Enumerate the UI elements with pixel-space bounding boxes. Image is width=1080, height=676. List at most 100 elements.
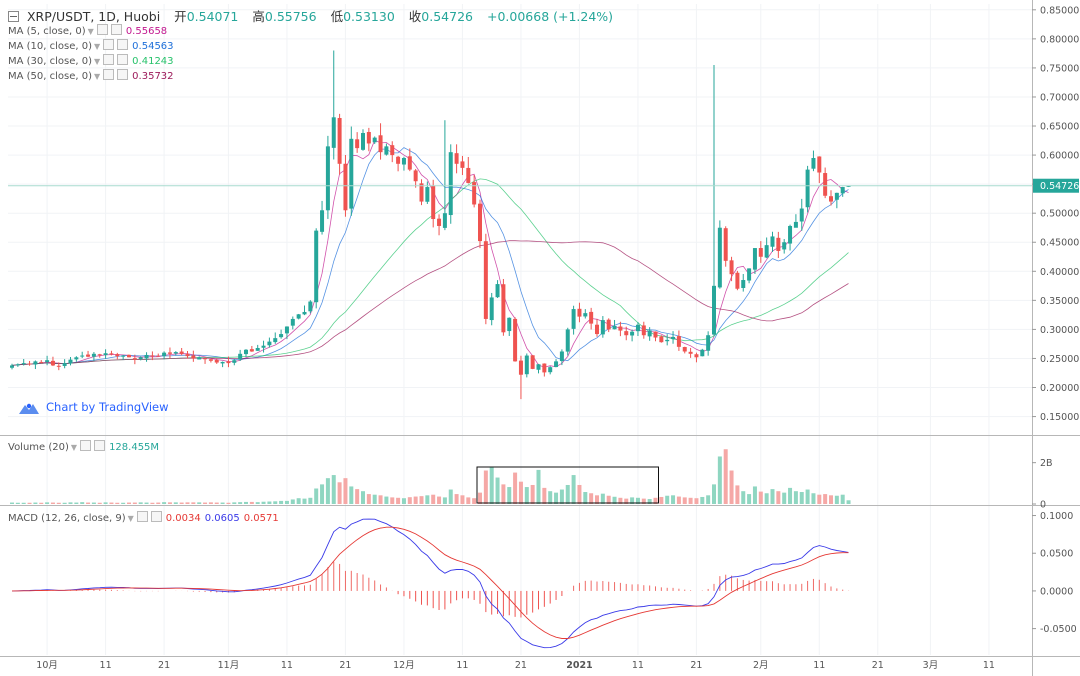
volume-bar[interactable] xyxy=(583,492,588,504)
volume-bar[interactable] xyxy=(793,491,798,504)
candle[interactable] xyxy=(577,302,582,323)
volume-bar[interactable] xyxy=(39,502,44,504)
candle[interactable] xyxy=(530,355,535,370)
volume-bar[interactable] xyxy=(624,498,629,504)
volume-bar[interactable] xyxy=(156,502,161,504)
volume-bar[interactable] xyxy=(729,470,734,504)
candle[interactable] xyxy=(513,317,518,362)
candle[interactable] xyxy=(50,356,55,367)
volume-bar[interactable] xyxy=(214,502,219,504)
candle[interactable] xyxy=(618,321,623,337)
candle[interactable] xyxy=(723,226,728,267)
volume-bar[interactable] xyxy=(349,486,354,504)
candle[interactable] xyxy=(805,165,810,213)
volume-bar[interactable] xyxy=(226,502,231,504)
candle[interactable] xyxy=(138,356,143,361)
candle[interactable] xyxy=(232,359,237,366)
candle[interactable] xyxy=(279,329,284,339)
volume-bar[interactable] xyxy=(167,502,172,504)
candle[interactable] xyxy=(635,322,640,337)
volume-bar[interactable] xyxy=(805,489,810,504)
candle[interactable] xyxy=(472,174,477,208)
volume-bar[interactable] xyxy=(50,502,55,504)
volume-bar[interactable] xyxy=(314,488,319,505)
candle[interactable] xyxy=(770,231,775,252)
volume-bar[interactable] xyxy=(173,502,178,504)
candle[interactable] xyxy=(401,156,406,171)
volume-bar[interactable] xyxy=(337,482,342,504)
candle[interactable] xyxy=(361,129,365,151)
volume-bar[interactable] xyxy=(396,497,401,504)
volume-bar[interactable] xyxy=(290,499,295,504)
candle[interactable] xyxy=(255,344,260,351)
candle[interactable] xyxy=(39,360,44,364)
candle[interactable] xyxy=(507,317,512,336)
candle[interactable] xyxy=(33,360,38,370)
volume-bar[interactable] xyxy=(536,469,541,504)
candle[interactable] xyxy=(641,321,646,339)
candle[interactable] xyxy=(390,141,395,163)
volume-bar[interactable] xyxy=(80,502,85,504)
candle[interactable] xyxy=(583,309,588,319)
candle[interactable] xyxy=(712,65,716,336)
volume-bar[interactable] xyxy=(15,502,20,504)
candle[interactable] xyxy=(671,331,676,344)
candle[interactable] xyxy=(735,270,740,291)
volume-bar[interactable] xyxy=(273,501,278,504)
volume-bar[interactable] xyxy=(425,495,430,504)
volume-bar[interactable] xyxy=(513,472,518,504)
candle[interactable] xyxy=(162,351,167,360)
candle[interactable] xyxy=(80,351,85,359)
candle[interactable] xyxy=(214,358,219,364)
volume-bar[interactable] xyxy=(495,477,500,504)
volume-bar[interactable] xyxy=(27,502,32,504)
volume-bar[interactable] xyxy=(191,502,196,504)
volume-bar[interactable] xyxy=(758,491,763,504)
candle[interactable] xyxy=(203,357,208,364)
volume-bar[interactable] xyxy=(454,494,459,504)
volume-bar[interactable] xyxy=(384,496,389,504)
candle[interactable] xyxy=(15,363,20,367)
candle[interactable] xyxy=(45,355,50,366)
volume-bar[interactable] xyxy=(390,497,395,504)
volume-bar[interactable] xyxy=(62,502,67,504)
volume-bar[interactable] xyxy=(97,502,102,504)
volume-bar[interactable] xyxy=(279,500,284,504)
candle[interactable] xyxy=(267,337,272,348)
volume-bar[interactable] xyxy=(483,470,488,504)
candle[interactable] xyxy=(244,349,248,357)
volume-bar[interactable] xyxy=(150,502,155,504)
candle[interactable] xyxy=(741,274,746,292)
candle[interactable] xyxy=(700,348,705,357)
candle[interactable] xyxy=(407,148,412,172)
volume-bar[interactable] xyxy=(419,496,424,504)
volume-bar[interactable] xyxy=(717,456,722,504)
candle[interactable] xyxy=(758,241,763,263)
candle[interactable] xyxy=(682,346,687,354)
volume-bar[interactable] xyxy=(741,491,746,504)
candle[interactable] xyxy=(249,345,254,352)
candle[interactable] xyxy=(518,355,523,400)
volume-bar[interactable] xyxy=(834,495,839,504)
candle[interactable] xyxy=(595,318,599,337)
candle[interactable] xyxy=(460,155,465,176)
volume-bar[interactable] xyxy=(448,489,453,504)
candle[interactable] xyxy=(542,363,547,377)
volume-bar[interactable] xyxy=(706,495,711,504)
candle[interactable] xyxy=(431,179,436,228)
candle[interactable] xyxy=(501,278,506,336)
volume-bar[interactable] xyxy=(671,495,676,504)
volume-bar[interactable] xyxy=(712,484,716,504)
candle[interactable] xyxy=(150,351,155,361)
volume-bar[interactable] xyxy=(507,487,512,504)
volume-bar[interactable] xyxy=(401,498,406,504)
volume-bar[interactable] xyxy=(238,502,243,504)
candle[interactable] xyxy=(121,354,126,360)
candle[interactable] xyxy=(419,179,424,206)
candle[interactable] xyxy=(817,156,822,184)
volume-bar[interactable] xyxy=(694,498,699,504)
candle[interactable] xyxy=(747,268,752,284)
candle[interactable] xyxy=(706,331,711,356)
volume-bar[interactable] xyxy=(232,502,237,504)
candle[interactable] xyxy=(62,359,67,369)
